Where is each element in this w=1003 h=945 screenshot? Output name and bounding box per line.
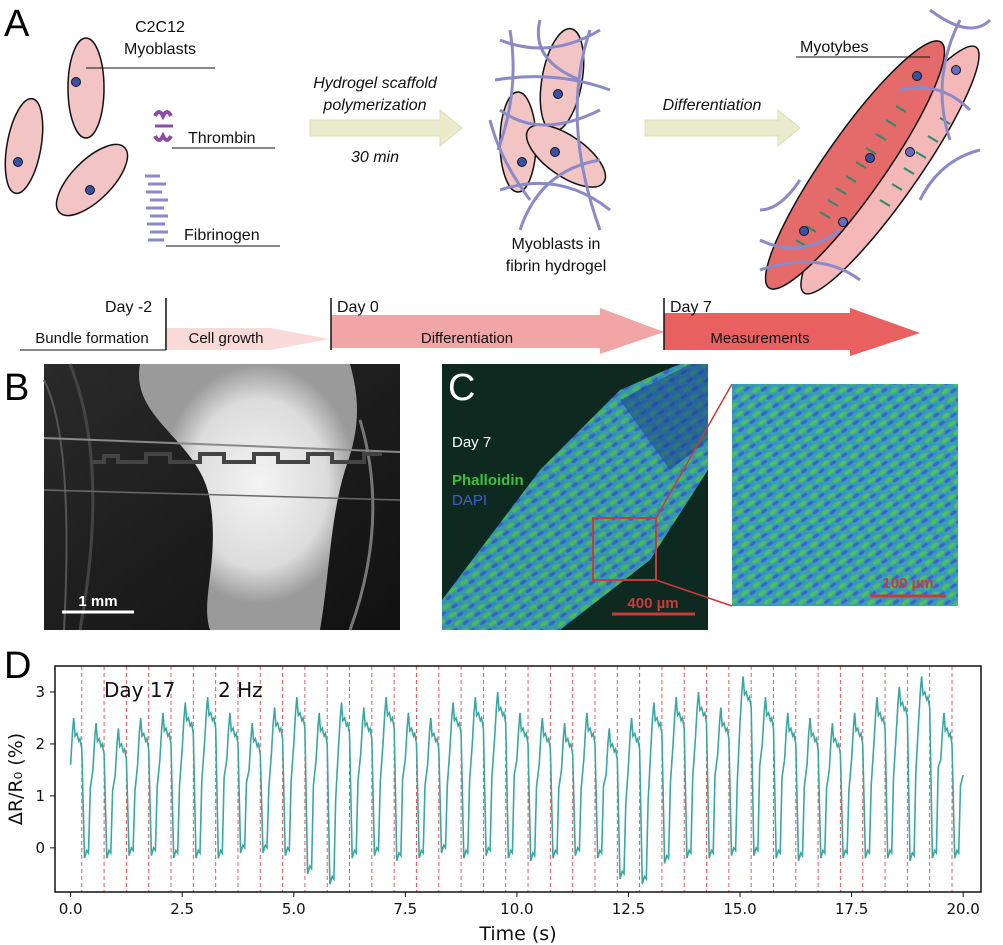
panel-a: A C2C12 Myoblasts Thrombin <box>4 3 992 295</box>
timeline-day0: Day 0 <box>337 299 379 316</box>
x-tick-label: 10.0 <box>500 900 533 918</box>
scale-label-b: 1 mm <box>78 593 117 610</box>
scale-label-c-left: 400 µm <box>627 595 678 612</box>
scale-label-c-right: 100 µm <box>882 575 933 592</box>
phase-cell-growth: Cell growth <box>188 330 263 347</box>
x-axis: 0.0 2.5 5.0 7.5 10.0 12.5 15.0 17.5 20.0 <box>59 892 980 918</box>
micrograph-right <box>732 384 958 606</box>
timeline-arrow-growth <box>165 328 330 350</box>
phase-differentiation: Differentiation <box>421 330 513 347</box>
panel-b: B 1 mm <box>4 363 401 631</box>
x-axis-label: Time (s) <box>478 923 556 945</box>
panel-label-d: D <box>4 645 31 687</box>
thrombin-icon <box>153 110 173 142</box>
x-tick-label: 12.5 <box>612 900 645 918</box>
fibrinogen-icon <box>145 174 168 242</box>
x-tick-label: 0.0 <box>59 900 83 918</box>
timeline-arrow-measurements <box>664 308 920 356</box>
x-tick-label: 5.0 <box>282 900 306 918</box>
plot-frame <box>54 665 982 893</box>
y-tick-label: 1 <box>35 787 45 805</box>
panel-label-a: A <box>4 3 30 45</box>
hydrogel-label-1: Myoblasts in <box>512 236 601 253</box>
myoblasts-label-2: Myoblasts <box>124 41 196 58</box>
step1-time: 30 min <box>351 149 399 166</box>
x-tick-label: 7.5 <box>393 900 417 918</box>
y-tick-label: 2 <box>35 735 45 753</box>
panel-label-b: B <box>4 367 29 409</box>
step1-line2: polymerization <box>322 97 426 114</box>
x-tick-label: 15.0 <box>723 900 756 918</box>
panel-c: C Day 7 Phalloidin DAPI 400 µm 100 µm <box>442 364 958 630</box>
signal-line <box>69 676 964 885</box>
zoom-box <box>592 517 657 581</box>
annotation-day: Day 17 <box>104 678 175 702</box>
y-tick-label: 0 <box>35 839 45 857</box>
y-axis: 0 1 2 3 <box>35 683 55 857</box>
timeline: Day -2 Day 0 Day 7 Bundle formation Cell… <box>20 298 920 356</box>
panel-d: D 0.0 2.5 5.0 7.5 10.0 12.5 15.0 17.5 20.0 0123 … <box>4 645 982 945</box>
stain-day: Day 7 <box>452 434 491 451</box>
differentiation-arrow <box>644 108 801 148</box>
polymerization-arrow <box>309 108 463 148</box>
stain-phalloidin: Phalloidin <box>452 472 524 489</box>
myotubes-label: Myotybes <box>800 39 868 56</box>
panel-label-c: C <box>448 367 475 409</box>
myoblasts-label-1: C2C12 <box>135 19 185 36</box>
timeline-day-minus2: Day -2 <box>105 299 152 316</box>
myoblast-cells <box>4 37 129 217</box>
x-tick-label: 20.0 <box>946 900 979 918</box>
phase-measurements: Measurements <box>710 330 809 347</box>
phase-bundle-formation: Bundle formation <box>35 330 148 347</box>
annotation-frequency: 2 Hz <box>218 678 263 702</box>
y-axis-label: ΔR/R₀ (%) <box>5 733 27 825</box>
step2-label: Differentiation <box>663 97 762 114</box>
thrombin-label: Thrombin <box>188 130 256 147</box>
y-tick-label: 3 <box>35 683 45 701</box>
muscle-bundle <box>139 364 357 630</box>
step1-line1: Hydrogel scaffold <box>313 75 438 92</box>
hydrogel-label-2: fibrin hydrogel <box>506 258 607 275</box>
x-tick-label: 17.5 <box>835 900 868 918</box>
stain-dapi: DAPI <box>452 492 487 509</box>
serpentine-sensor <box>90 452 382 464</box>
myotubes <box>759 8 992 295</box>
timeline-arrow-differentiation <box>331 308 664 354</box>
timeline-day7: Day 7 <box>670 299 712 316</box>
fibrin-hydrogel <box>488 19 611 231</box>
x-tick-label: 2.5 <box>170 900 194 918</box>
fibrinogen-label: Fibrinogen <box>184 227 260 244</box>
